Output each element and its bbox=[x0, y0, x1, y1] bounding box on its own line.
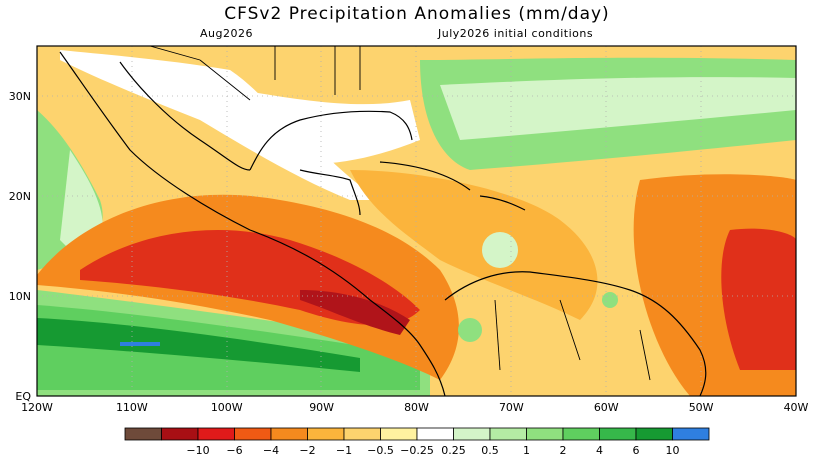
colorbar-label: 2 bbox=[560, 444, 567, 457]
colorbar-label: −0.5 bbox=[367, 444, 394, 457]
colorbar-swatch bbox=[161, 427, 199, 441]
colorbar-swatch bbox=[234, 427, 272, 441]
colorbar-swatch bbox=[307, 427, 345, 441]
dry-caribbean bbox=[350, 170, 598, 320]
colorbar bbox=[124, 427, 710, 441]
colorbar-swatch bbox=[599, 427, 637, 441]
lat-label: 30N bbox=[9, 90, 31, 103]
initial-conditions: July2026 initial conditions bbox=[438, 27, 594, 40]
lon-label: 70W bbox=[499, 401, 524, 414]
neutral-gulf bbox=[240, 90, 420, 164]
map-plot-area bbox=[37, 46, 796, 396]
lon-label: 90W bbox=[309, 401, 334, 414]
colorbar-swatch bbox=[380, 427, 418, 441]
colorbar-swatch bbox=[270, 427, 308, 441]
colorbar-label: 0.25 bbox=[441, 444, 466, 457]
colorbar-label: −2 bbox=[299, 444, 315, 457]
colorbar-label: −1 bbox=[336, 444, 352, 457]
lon-label: 110W bbox=[116, 401, 148, 414]
colorbar-label: −10 bbox=[186, 444, 209, 457]
colorbar-swatch bbox=[526, 427, 564, 441]
gridlines bbox=[37, 46, 796, 396]
lon-label: 50W bbox=[689, 401, 714, 414]
lon-label: 60W bbox=[594, 401, 619, 414]
dry-east-core bbox=[721, 228, 796, 370]
wet-max-blue bbox=[120, 342, 160, 346]
colorbar-labels: −10 −6 −4 −2 −1 −0.5 −0.25 0.25 0.5 1 2 4 6 10 bbox=[186, 444, 679, 457]
colorbar-swatch bbox=[489, 427, 527, 441]
lon-label: 80W bbox=[404, 401, 429, 414]
lon-label: 120W bbox=[21, 401, 53, 414]
lon-label: 40W bbox=[784, 401, 809, 414]
forecast-month: Aug2026 bbox=[200, 27, 253, 40]
colorbar-swatch bbox=[672, 427, 710, 441]
colorbar-label: 0.5 bbox=[481, 444, 499, 457]
colorbar-swatch bbox=[343, 427, 381, 441]
colorbar-swatch bbox=[197, 427, 235, 441]
lat-label: EQ bbox=[15, 390, 31, 403]
colorbar-label: 10 bbox=[666, 444, 680, 457]
colorbar-label: −6 bbox=[226, 444, 242, 457]
colorbar-swatch bbox=[562, 427, 600, 441]
longitude-labels: 120W 110W 100W 90W 80W 70W 60W 50W 40W bbox=[21, 401, 808, 414]
neutral-spot-caribbean bbox=[482, 232, 518, 268]
dry-plume-core bbox=[300, 290, 410, 335]
wet-band-core bbox=[37, 318, 360, 372]
colorbar-swatch bbox=[416, 427, 454, 441]
map-title: CFSv2 Precipitation Anomalies (mm/day) bbox=[224, 4, 610, 24]
coastlines bbox=[59, 51, 707, 396]
neutral-atlantic bbox=[440, 77, 796, 140]
wet-spot-venezuela bbox=[602, 292, 618, 308]
latitude-labels: 30N 20N 10N EQ bbox=[9, 90, 32, 403]
colorbar-label: −0.25 bbox=[400, 444, 434, 457]
map-frame bbox=[36, 45, 797, 397]
colorbar-label: 1 bbox=[523, 444, 530, 457]
colorbar-swatch bbox=[635, 427, 673, 441]
lat-label: 20N bbox=[9, 190, 31, 203]
colorbar-swatch bbox=[124, 427, 162, 441]
lat-label: 10N bbox=[9, 290, 31, 303]
lon-label: 100W bbox=[211, 401, 243, 414]
colorbar-swatch bbox=[453, 427, 491, 441]
colorbar-label: 6 bbox=[633, 444, 640, 457]
wet-spot-colombia bbox=[458, 318, 482, 342]
colorbar-label: 4 bbox=[596, 444, 603, 457]
colorbar-label: −4 bbox=[263, 444, 279, 457]
country-borders bbox=[149, 46, 651, 381]
